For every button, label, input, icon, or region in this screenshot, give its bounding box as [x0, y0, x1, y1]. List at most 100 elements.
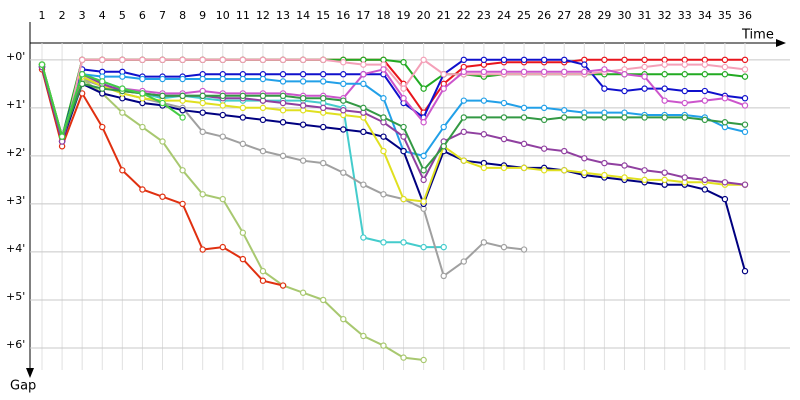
data-point	[279, 152, 287, 160]
data-point	[420, 167, 427, 174]
data-point	[360, 332, 367, 340]
data-point	[219, 133, 226, 140]
x-tick-label: 8	[179, 9, 186, 22]
data-point	[581, 61, 588, 68]
data-point	[681, 99, 688, 107]
data-point	[520, 246, 528, 253]
data-point	[460, 128, 467, 136]
x-tick-label: 6	[139, 9, 146, 22]
data-point	[159, 75, 166, 83]
data-point	[621, 56, 628, 64]
data-point	[460, 56, 467, 64]
data-point	[179, 167, 186, 174]
data-point	[139, 186, 146, 193]
data-point	[360, 181, 367, 188]
data-point	[219, 92, 226, 100]
data-point	[460, 157, 467, 164]
data-point	[480, 56, 488, 64]
data-point	[239, 56, 247, 64]
data-point	[601, 159, 608, 167]
data-point	[299, 102, 307, 109]
data-point	[661, 176, 668, 184]
data-point	[681, 87, 688, 95]
data-point	[701, 176, 709, 184]
y-tick-label: +1'	[6, 98, 25, 111]
x-tick-label: 13	[276, 9, 290, 22]
data-point	[420, 356, 427, 364]
data-point	[320, 296, 327, 304]
x-tick-label: 14	[296, 9, 310, 22]
data-point	[460, 258, 467, 265]
data-point	[360, 234, 367, 241]
data-point	[581, 169, 588, 176]
data-point	[641, 114, 648, 121]
x-axis-arrow	[776, 39, 786, 47]
data-point	[561, 147, 568, 155]
data-point	[199, 109, 206, 116]
data-point	[540, 116, 548, 124]
data-point	[721, 119, 729, 126]
data-point	[99, 85, 106, 92]
x-tick-label: 36	[738, 9, 752, 22]
x-tick-label: 4	[99, 9, 106, 22]
x-tick-label: 23	[477, 9, 491, 22]
y-tick-label: +2'	[6, 146, 25, 159]
data-point	[360, 61, 367, 68]
x-tick-label: 19	[397, 9, 411, 22]
data-point	[320, 56, 327, 64]
data-point	[199, 75, 206, 83]
data-point	[741, 102, 749, 109]
data-point	[299, 71, 307, 78]
data-point	[380, 114, 387, 121]
data-point	[721, 95, 729, 102]
data-point	[621, 71, 628, 78]
data-point	[340, 126, 347, 133]
data-point	[320, 159, 327, 167]
data-point	[661, 97, 668, 104]
data-point	[159, 56, 166, 64]
data-point	[279, 92, 287, 100]
y-tick-label: +4'	[6, 242, 25, 255]
data-point	[259, 116, 267, 124]
series-line	[41, 66, 746, 272]
data-point	[199, 246, 206, 253]
data-point	[500, 68, 508, 76]
data-point	[701, 61, 709, 68]
data-point	[299, 121, 307, 128]
data-point	[601, 66, 608, 73]
data-point	[601, 171, 608, 179]
series-line	[41, 64, 424, 361]
data-point	[540, 104, 548, 112]
data-point	[460, 97, 467, 104]
series-line	[41, 58, 746, 147]
x-tick-label: 9	[199, 9, 206, 22]
data-point	[500, 164, 508, 172]
data-point	[279, 71, 287, 78]
data-point	[259, 267, 267, 275]
data-point	[561, 68, 568, 76]
data-point	[681, 174, 688, 181]
series-line	[41, 64, 745, 203]
data-point	[641, 56, 648, 64]
data-point	[601, 85, 608, 92]
data-point	[721, 179, 729, 186]
data-point	[621, 114, 628, 121]
data-point	[440, 143, 447, 150]
data-point	[320, 123, 327, 131]
data-point	[380, 342, 387, 349]
data-point	[721, 63, 729, 71]
data-point	[320, 71, 327, 78]
data-point	[139, 75, 146, 83]
data-point	[741, 128, 749, 136]
data-point	[340, 59, 347, 66]
data-point	[581, 155, 588, 162]
data-point	[420, 56, 427, 64]
data-point	[279, 78, 287, 85]
data-point	[420, 152, 427, 160]
data-point	[119, 73, 126, 80]
data-point	[259, 75, 267, 83]
series-line	[41, 58, 746, 141]
data-point	[239, 92, 247, 100]
data-point	[641, 167, 648, 174]
